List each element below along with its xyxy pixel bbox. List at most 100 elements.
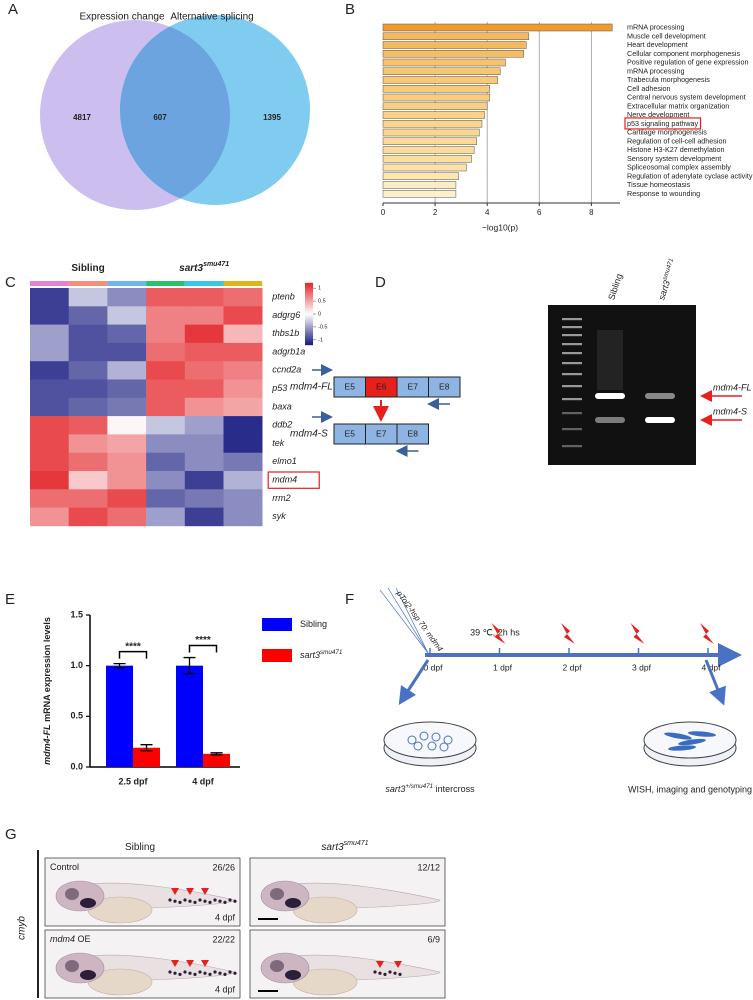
x-tick-label: 0 xyxy=(381,208,386,217)
category-label: Extracellular matrix organization xyxy=(627,101,729,110)
cht-stain xyxy=(188,971,192,975)
thymus-stain xyxy=(80,898,96,908)
heat-cell xyxy=(184,288,224,307)
cht-stain xyxy=(388,970,392,974)
heat-shock-bolt xyxy=(630,623,645,644)
colorbar-step xyxy=(305,293,313,296)
exon-label: E5 xyxy=(345,428,356,438)
legend-label: sart3smu471 xyxy=(300,649,342,660)
heat-cell xyxy=(184,434,224,453)
larva xyxy=(55,952,237,996)
cht-stain xyxy=(203,971,207,975)
heat-cell xyxy=(184,361,224,380)
heat-cell xyxy=(146,416,186,435)
treatment-label: 39 ℃, 2h hs xyxy=(470,627,520,637)
gel-band xyxy=(595,417,625,423)
ladder-band xyxy=(562,318,582,321)
x-axis-label: −log10(p) xyxy=(482,222,518,232)
category-label: mRNA processing xyxy=(627,23,685,32)
larva xyxy=(55,880,237,924)
arrow xyxy=(398,659,430,706)
ladder-band xyxy=(562,373,582,376)
ladder-band xyxy=(562,343,582,346)
category-label: Sensory system development xyxy=(627,154,721,163)
heat-cell xyxy=(223,306,263,325)
ladder-band xyxy=(562,445,582,448)
cross-label-part: intercross xyxy=(433,784,475,794)
highlight-box xyxy=(267,471,320,489)
count-label: 26/26 xyxy=(212,862,235,872)
arrowhead-marker xyxy=(394,961,402,968)
cht-stain xyxy=(213,898,217,902)
error-bar xyxy=(140,744,153,752)
group-label: Sibling xyxy=(71,263,104,274)
exon-label: E7 xyxy=(408,381,419,391)
row-label: p53 xyxy=(271,383,287,393)
category-label: Regulation of adenylate cyclase activity xyxy=(627,171,753,180)
column-label-part: Sibling xyxy=(125,842,155,853)
colorbar-step xyxy=(305,302,313,305)
heat-cell xyxy=(30,471,69,490)
cht-stain xyxy=(218,971,222,975)
heat-cell xyxy=(30,397,69,417)
exon-label: E8 xyxy=(439,381,450,391)
heat-cell xyxy=(146,324,186,344)
category-label: Cell adhesion xyxy=(627,84,671,93)
lane-label-part: Sibling xyxy=(607,273,625,302)
heat-shock-bolt xyxy=(700,623,714,644)
bar xyxy=(382,137,478,145)
egg xyxy=(443,735,453,745)
category-label: Response to wounding xyxy=(627,189,700,198)
cht-stain xyxy=(228,898,232,902)
error-bar xyxy=(210,752,223,756)
colorbar-label: 0.5 xyxy=(318,299,326,305)
heat-cell xyxy=(107,361,147,380)
heat-cell xyxy=(68,361,108,380)
heat-cell xyxy=(68,306,108,325)
heat-cell xyxy=(146,397,186,417)
readout-label: WISH, imaging and genotyping xyxy=(628,784,752,794)
needle xyxy=(387,587,429,654)
arrowhead-marker xyxy=(186,960,194,967)
exon xyxy=(396,423,429,445)
bar xyxy=(382,76,498,84)
y-tick-label: 0.5 xyxy=(70,711,83,721)
colorbar-step xyxy=(305,287,313,290)
colorbar-label: 0 xyxy=(318,311,321,317)
heat-cell xyxy=(223,489,263,508)
legend-swatch xyxy=(262,618,292,631)
larva-head xyxy=(55,880,105,912)
cht-stain xyxy=(188,899,192,903)
condition-label-part: OE xyxy=(75,934,91,944)
x-tick-label: 2.5 dpf xyxy=(118,776,148,786)
egg xyxy=(413,741,423,751)
cht-stain xyxy=(233,971,237,975)
cross-label: sart3+/smu471 intercross xyxy=(385,783,475,794)
row-label: adgrg6 xyxy=(272,310,300,320)
cross-label-part: sart3 xyxy=(385,784,405,794)
gel-band xyxy=(645,417,675,423)
heat-cell xyxy=(184,397,224,417)
heat-cell xyxy=(184,324,224,344)
colorbar-step xyxy=(305,320,313,322)
cross-label-part: +/smu471 xyxy=(405,783,433,790)
colorbar-step xyxy=(305,289,313,291)
construct-name: mdm4-S xyxy=(290,429,328,440)
larva-eye xyxy=(65,960,79,972)
colorbar-step xyxy=(305,285,313,288)
heat-cell xyxy=(30,489,69,508)
larva xyxy=(260,952,441,996)
heat-cell xyxy=(68,489,108,508)
heat-cell xyxy=(30,379,69,399)
count-label: 22/22 xyxy=(212,934,235,944)
heat-cell xyxy=(184,471,224,490)
bar xyxy=(382,120,483,128)
legend-label: Sibling xyxy=(300,619,327,629)
group-label-part: smu471 xyxy=(203,261,229,268)
cht-stain xyxy=(228,970,232,974)
egg xyxy=(419,731,429,741)
colorbar-step xyxy=(305,343,313,346)
heat-cell xyxy=(68,434,108,453)
timepoint-label: 0 dpf xyxy=(424,662,444,672)
